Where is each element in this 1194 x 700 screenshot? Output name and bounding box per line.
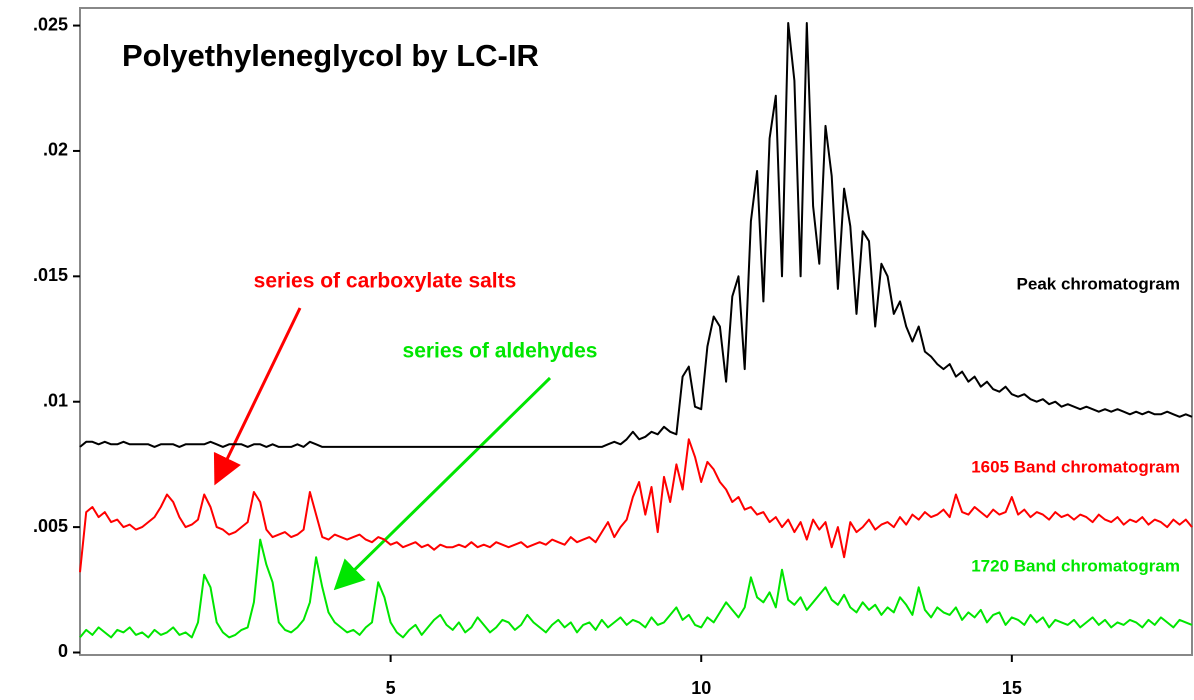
x-tick-label: 10 (691, 678, 711, 698)
series-label: 1605 Band chromatogram (971, 457, 1180, 476)
series-line (79, 22, 1193, 448)
series-label: Peak chromatogram (1017, 274, 1180, 293)
annotation-arrow (213, 307, 302, 486)
y-tick-label: .015 (33, 265, 68, 285)
series-line (79, 538, 1193, 639)
x-tick-label: 5 (386, 678, 396, 698)
chart-title: Polyethyleneglycol by LC-IR (122, 38, 539, 73)
annotation: series of carboxylate salts (254, 270, 517, 293)
y-tick-label: .025 (33, 14, 68, 34)
series-line (79, 438, 1193, 573)
y-tick-label: 0 (58, 641, 68, 661)
annotation-arrow (333, 376, 552, 591)
annotation: series of aldehydes (403, 340, 598, 363)
plot-frame (79, 7, 1193, 656)
series-label: 1720 Band chromatogram (971, 556, 1180, 575)
y-tick-label: .01 (43, 390, 68, 410)
y-tick-label: .02 (43, 140, 68, 160)
y-tick-label: .005 (33, 516, 68, 536)
x-tick-label: 15 (1002, 678, 1022, 698)
